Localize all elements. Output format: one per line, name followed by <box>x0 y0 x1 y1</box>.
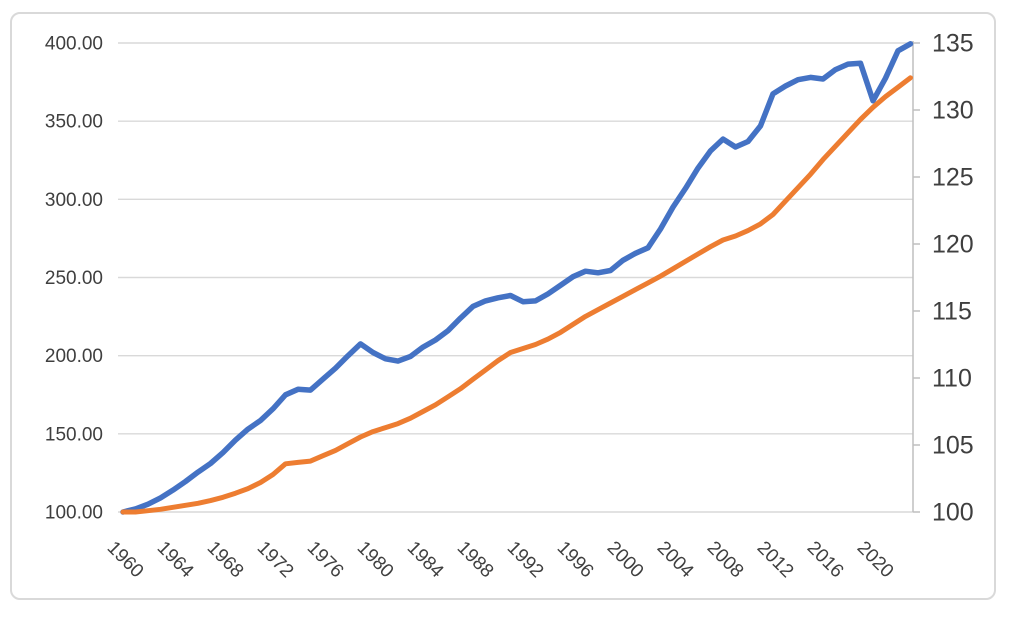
y-axis-left-tick-label: 350.00 <box>45 112 103 133</box>
y-axis-right-tick-label: 135 <box>932 30 974 58</box>
y-axis-right-tick-label: 115 <box>932 298 972 326</box>
x-axis-tick-label: 1988 <box>453 537 498 582</box>
x-axis-tick-label: 1968 <box>203 537 248 582</box>
x-axis-tick-label: 1984 <box>403 537 448 582</box>
y-axis-right-tick-label: 110 <box>932 365 972 393</box>
y-axis-right-tick-label: 120 <box>932 231 974 259</box>
x-axis-tick-label: 1996 <box>553 537 598 582</box>
y-axis-right-tick-label: 100 <box>932 499 974 527</box>
y-axis-left-tick-label: 100.00 <box>45 502 103 523</box>
x-axis-tick-label: 2020 <box>853 537 898 582</box>
x-axis-tick-label: 1960 <box>103 537 148 582</box>
y-axis-left-tick-label: 200.00 <box>45 346 103 367</box>
x-axis-tick-label: 2000 <box>603 537 648 582</box>
x-axis-tick-label: 1972 <box>253 537 298 582</box>
x-axis-tick-label: 1992 <box>503 537 548 582</box>
chart-card <box>10 12 996 600</box>
x-axis-tick-label: 1964 <box>153 537 198 582</box>
x-axis-tick-label: 2016 <box>803 537 848 582</box>
x-axis-tick-label: 2012 <box>753 537 798 582</box>
y-axis-left-tick-label: 300.00 <box>45 190 103 211</box>
y-axis-left-tick-label: 150.00 <box>45 424 103 445</box>
x-axis-tick-label: 2008 <box>703 537 748 582</box>
orange-index-series-line <box>120 75 913 515</box>
y-axis-right-tick-label: 130 <box>932 97 974 125</box>
y-axis-left-tick-label: 250.00 <box>45 268 103 289</box>
x-axis-tick-label: 1976 <box>303 537 348 582</box>
y-axis-right-tick-label: 105 <box>932 432 974 460</box>
blue-index-series-line <box>120 41 914 515</box>
y-axis-right-tick-label: 125 <box>932 164 974 192</box>
x-axis-tick-label: 2004 <box>653 537 698 582</box>
x-axis-tick-label: 1980 <box>353 537 398 582</box>
y-axis-left-tick-label: 400.00 <box>45 33 103 54</box>
